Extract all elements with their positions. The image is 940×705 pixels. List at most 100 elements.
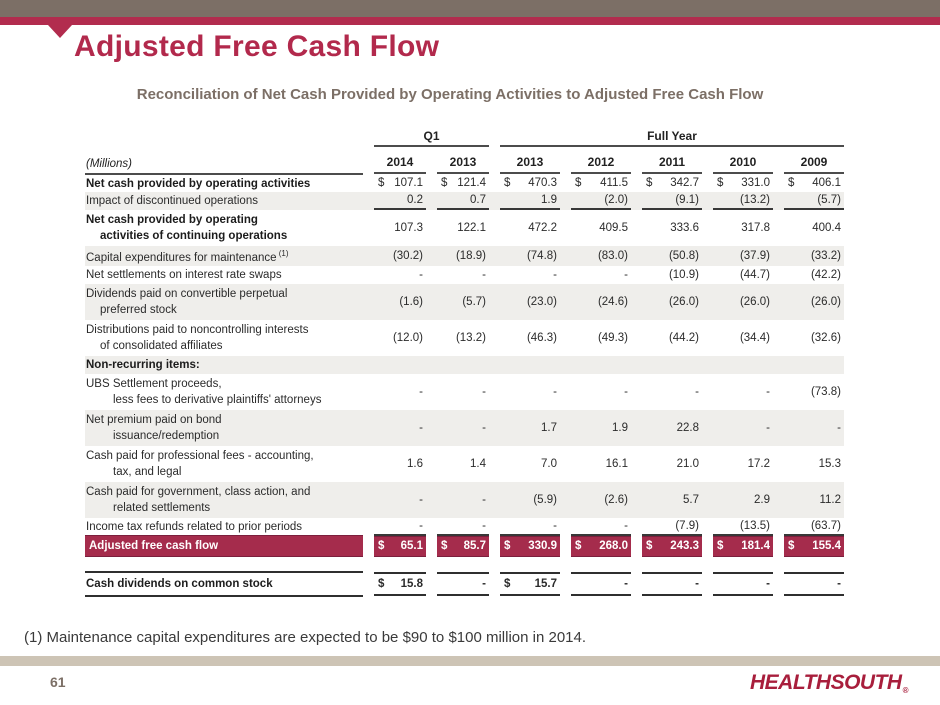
cell-value: (83.0) xyxy=(597,249,628,262)
cell-value: $15.8 xyxy=(363,571,426,596)
cell-value: (32.6) xyxy=(810,331,841,344)
year-header-row: (Millions) 2014 2013 2013 2012 2011 2010… xyxy=(85,149,844,175)
cell-value: 0.2 xyxy=(363,192,426,210)
cell-value: 472.2 xyxy=(528,222,557,234)
cell-value: (42.2) xyxy=(810,268,841,281)
cell-value: (18.9) xyxy=(455,249,486,262)
year-label: 2009 xyxy=(784,155,844,174)
spacer-row xyxy=(85,557,844,572)
cell-value: $406.1 xyxy=(788,177,841,189)
cell-value: 400.4 xyxy=(812,222,841,234)
cell-value: (23.0) xyxy=(526,295,557,308)
cell-value: 122.1 xyxy=(457,222,486,234)
cell-value: 2.9 xyxy=(754,493,770,506)
group-header-full-year: Full Year xyxy=(489,127,844,149)
cell-value: - xyxy=(766,385,770,398)
row-label: UBS Settlement proceeds, less fees to der… xyxy=(86,377,322,406)
year-label: 2012 xyxy=(571,155,631,174)
cell-value: - xyxy=(419,385,423,398)
cell-value: - xyxy=(695,385,699,398)
table-row: Distributions paid to noncontrolling int… xyxy=(85,320,844,356)
row-label: Net settlements on interest rate swaps xyxy=(86,268,282,281)
cell-value: (34.4) xyxy=(739,331,770,344)
row-label: Distributions paid to noncontrolling int… xyxy=(86,323,309,352)
cell-value: (5.9) xyxy=(533,493,557,506)
row-label: Adjusted free cash flow xyxy=(85,535,363,558)
cell-value: (5.7) xyxy=(462,295,486,308)
table-row: Dividends paid on convertible perpetual p… xyxy=(85,283,844,320)
row-label: Net premium paid on bond issuance/redempt… xyxy=(86,413,222,442)
slide-subtitle: Reconciliation of Net Cash Provided by O… xyxy=(136,86,764,103)
top-brown-bar xyxy=(0,0,940,17)
cell-value: - xyxy=(766,421,770,434)
page-number: 61 xyxy=(50,674,66,690)
cell-value: - xyxy=(482,421,486,434)
cell-value: $268.0 xyxy=(560,535,631,557)
row-label: Net cash provided by operating activities… xyxy=(86,214,288,242)
row-label: Non-recurring items: xyxy=(86,358,200,371)
cell-value: - xyxy=(631,571,702,596)
row-label: Impact of discontinued operations xyxy=(86,195,258,207)
cell-value: - xyxy=(489,518,560,536)
cell-value: 5.7 xyxy=(683,493,699,506)
cell-value: $330.9 xyxy=(489,535,560,557)
slide-accent-triangle-icon xyxy=(48,25,72,38)
cell-value: - xyxy=(419,493,423,506)
table-row: Income tax refunds related to prior peri… xyxy=(85,518,844,536)
top-crimson-bar xyxy=(0,17,940,25)
cell-value: (13.5) xyxy=(702,518,773,536)
total-row: Adjusted free cash flow $65.1 $85.7 $330.9 $… xyxy=(85,535,844,558)
cell-value: $107.1 xyxy=(378,177,423,189)
registered-trademark-icon: ® xyxy=(902,686,909,695)
cell-value: $331.0 xyxy=(717,177,770,189)
row-label: Net cash provided by operating activitie… xyxy=(86,177,311,190)
cell-value: - xyxy=(702,571,773,596)
cell-value: $65.1 xyxy=(363,535,426,557)
cell-value: $181.4 xyxy=(702,535,773,557)
year-label: 2013 xyxy=(500,155,560,174)
row-label: Cash paid for government, class action, … xyxy=(86,485,311,514)
table-row: Impact of discontinued operations 0.2 0.7 1… xyxy=(85,192,844,210)
cell-value: - xyxy=(426,571,489,596)
financial-table: Q1 Full Year (Millions) 2014 2013 2013 2… xyxy=(85,127,844,597)
year-label: 2014 xyxy=(374,155,426,174)
cell-value: 11.2 xyxy=(819,493,841,506)
cell-value: - xyxy=(837,421,841,434)
cell-value: (44.7) xyxy=(739,268,770,281)
cell-value: 317.8 xyxy=(741,222,770,234)
cell-value: 21.0 xyxy=(676,457,699,470)
cell-value: 1.9 xyxy=(612,421,628,434)
cell-value: (13.2) xyxy=(702,192,773,210)
cell-value: (63.7) xyxy=(773,518,844,536)
footer-beige-bar xyxy=(0,656,940,666)
cell-value: (44.2) xyxy=(668,331,699,344)
cell-value: (74.8) xyxy=(526,249,557,262)
cell-value: (50.8) xyxy=(668,249,699,262)
healthsouth-logo: HEALTHSOUTH® xyxy=(750,671,909,695)
cell-value: - xyxy=(482,493,486,506)
cell-value: (37.9) xyxy=(739,249,770,262)
group-header-spacer xyxy=(85,127,363,149)
cell-value: 22.8 xyxy=(676,421,699,434)
page-title: Adjusted Free Cash Flow xyxy=(74,30,440,63)
year-column-header: 2012 xyxy=(560,149,631,174)
cell-value: (33.2) xyxy=(810,249,841,262)
cell-value: 17.2 xyxy=(747,457,770,470)
cell-value: - xyxy=(419,421,423,434)
table-row: Cash paid for government, class action, … xyxy=(85,481,844,518)
group-header-row: Q1 Full Year xyxy=(85,127,844,149)
year-column-header: 2009 xyxy=(773,149,844,174)
footnote: (1) Maintenance capital expenditures are… xyxy=(24,629,587,646)
cell-value: 15.3 xyxy=(818,457,841,470)
year-label: 2013 xyxy=(437,155,489,174)
cell-value: $411.5 xyxy=(575,177,628,189)
group-header-q1: Q1 xyxy=(363,127,489,149)
cell-value: (49.3) xyxy=(597,331,628,344)
cell-value: 16.1 xyxy=(605,457,628,470)
row-label: Dividends paid on convertible perpetual p… xyxy=(86,287,288,316)
cell-value: - xyxy=(560,571,631,596)
cell-value: - xyxy=(624,268,628,281)
cell-value: - xyxy=(553,385,557,398)
table-row: Cash dividends on common stock $15.8- $15.… xyxy=(85,570,844,597)
table-row: Capital expenditures for maintenance (1)… xyxy=(85,246,844,266)
